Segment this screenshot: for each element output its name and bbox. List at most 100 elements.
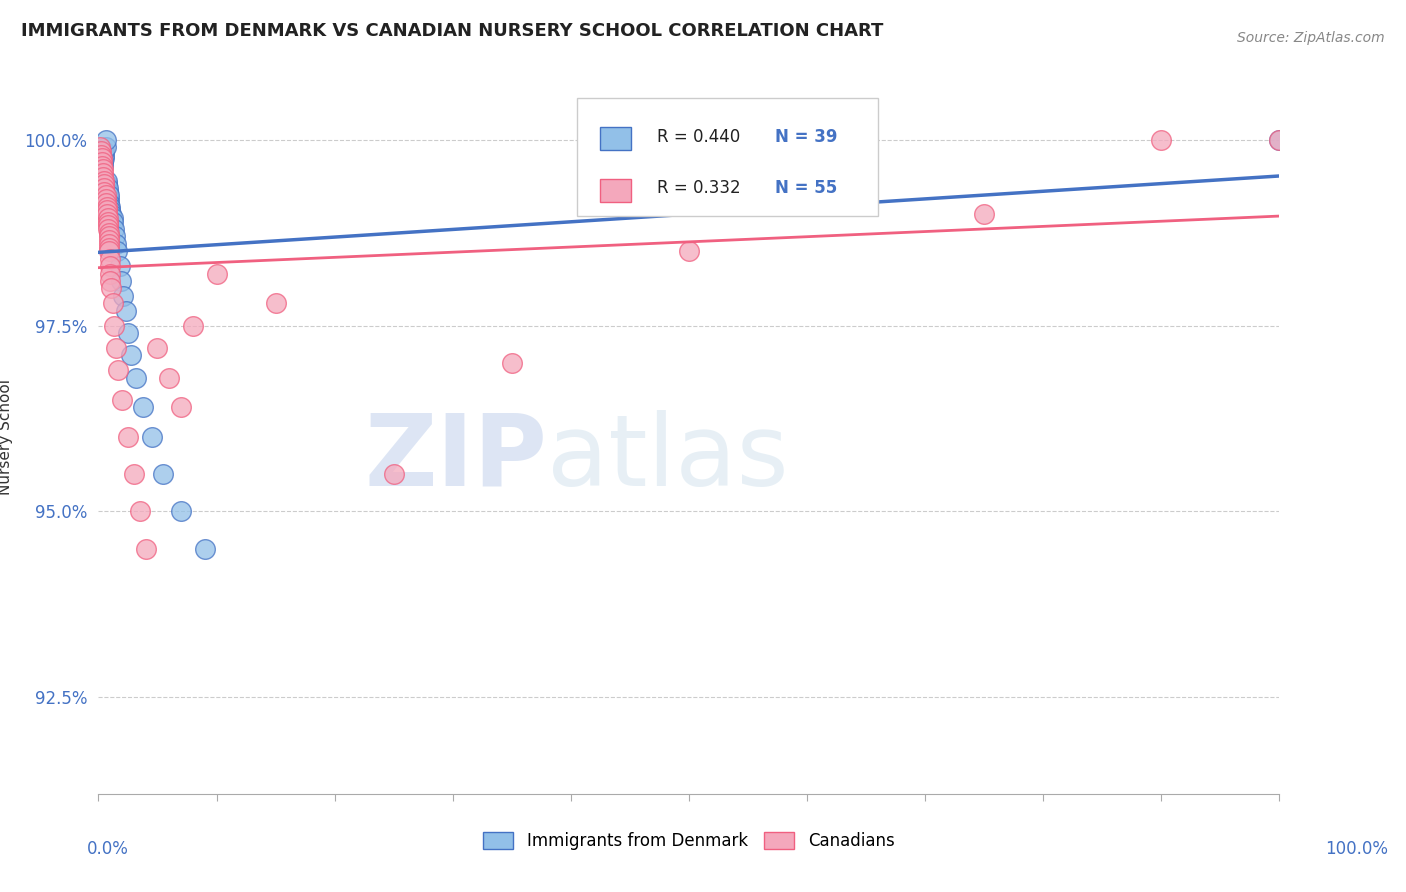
Point	[91, 162, 114, 177]
FancyBboxPatch shape	[600, 178, 631, 202]
Point	[91, 155, 114, 169]
Point	[100, 207, 122, 221]
Text: R = 0.332: R = 0.332	[657, 179, 741, 197]
Point	[91, 162, 114, 177]
Text: atlas: atlas	[547, 410, 789, 507]
Point	[105, 236, 128, 251]
Point	[117, 326, 139, 340]
Point	[501, 356, 523, 370]
Point	[96, 203, 118, 218]
Point	[105, 341, 128, 355]
Point	[157, 370, 180, 384]
Point	[98, 229, 121, 244]
Point	[264, 296, 287, 310]
Point	[94, 140, 117, 154]
Point	[114, 303, 136, 318]
Point	[132, 401, 155, 415]
Point	[97, 211, 120, 225]
Point	[89, 140, 111, 154]
Point	[94, 192, 117, 206]
Point	[91, 159, 114, 173]
Point	[117, 430, 139, 444]
Point	[128, 504, 150, 518]
Point	[97, 214, 120, 228]
Point	[111, 392, 134, 407]
Point	[1150, 133, 1173, 147]
Point	[737, 133, 759, 147]
Point	[112, 289, 135, 303]
Point	[98, 252, 121, 266]
Point	[152, 467, 174, 482]
Point	[194, 541, 217, 556]
Point	[98, 192, 121, 206]
Point	[97, 218, 120, 232]
Point	[94, 133, 117, 147]
Point	[1268, 133, 1291, 147]
Text: ZIP: ZIP	[364, 410, 547, 507]
FancyBboxPatch shape	[600, 127, 631, 150]
Point	[91, 169, 114, 184]
Point	[98, 233, 121, 247]
Point	[90, 147, 112, 161]
Point	[91, 151, 114, 165]
Text: N = 39: N = 39	[775, 128, 838, 145]
Point	[90, 166, 112, 180]
Point	[91, 166, 114, 180]
Y-axis label: Nursery School: Nursery School	[0, 379, 13, 495]
Point	[973, 207, 995, 221]
Point	[93, 178, 115, 192]
Point	[94, 195, 117, 210]
Point	[98, 259, 121, 273]
Point	[141, 430, 163, 444]
Point	[101, 214, 124, 228]
Text: R = 0.440: R = 0.440	[657, 128, 741, 145]
Point	[205, 267, 228, 281]
Point	[96, 207, 118, 221]
Point	[91, 155, 114, 169]
Point	[98, 240, 121, 254]
Point	[122, 467, 145, 482]
Point	[135, 541, 157, 556]
Point	[93, 185, 115, 199]
Point	[107, 363, 129, 377]
Point	[170, 504, 193, 518]
Point	[93, 151, 115, 165]
Point	[104, 229, 127, 244]
FancyBboxPatch shape	[576, 98, 877, 216]
Text: IMMIGRANTS FROM DENMARK VS CANADIAN NURSERY SCHOOL CORRELATION CHART: IMMIGRANTS FROM DENMARK VS CANADIAN NURS…	[21, 22, 883, 40]
Text: 100.0%: 100.0%	[1326, 840, 1388, 858]
Point	[103, 222, 125, 236]
Point	[105, 244, 128, 259]
Point	[678, 244, 700, 259]
Point	[98, 195, 121, 210]
Point	[98, 226, 121, 240]
Point	[170, 401, 193, 415]
Point	[98, 236, 121, 251]
Point	[100, 281, 122, 295]
Point	[1268, 133, 1291, 147]
Point	[103, 318, 125, 333]
Text: 0.0%: 0.0%	[87, 840, 129, 858]
Point	[98, 203, 121, 218]
Point	[97, 185, 120, 199]
Point	[93, 181, 115, 195]
Point	[90, 144, 112, 158]
Point	[110, 274, 132, 288]
Text: N = 55: N = 55	[775, 179, 838, 197]
Point	[96, 178, 118, 192]
Text: Source: ZipAtlas.com: Source: ZipAtlas.com	[1237, 31, 1385, 45]
Point	[93, 144, 115, 158]
Point	[96, 173, 118, 187]
Point	[98, 200, 121, 214]
Point	[98, 274, 121, 288]
Point	[98, 188, 121, 202]
Point	[94, 188, 117, 202]
Point	[146, 341, 169, 355]
Point	[97, 181, 120, 195]
Point	[93, 147, 115, 161]
Point	[96, 200, 118, 214]
Point	[101, 296, 124, 310]
Point	[125, 370, 148, 384]
Point	[181, 318, 204, 333]
Point	[98, 244, 121, 259]
